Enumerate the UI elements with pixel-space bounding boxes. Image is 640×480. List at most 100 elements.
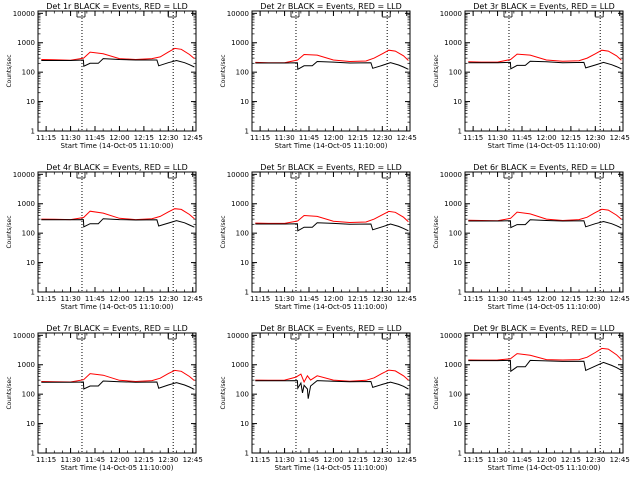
- y-tick-label: 1: [458, 289, 462, 297]
- y-tick-label: 100: [449, 69, 462, 77]
- y-tick-label: 100: [236, 391, 249, 399]
- y-axis-label: Counts/sec: [433, 54, 440, 87]
- y-tick-label: 1: [245, 450, 249, 458]
- x-tick-label: 11:30: [60, 134, 80, 142]
- series-events-line: [41, 218, 195, 228]
- y-axis-label: Counts/sec: [6, 215, 13, 248]
- x-tick-label: 11:30: [274, 456, 294, 464]
- x-tick-label: 12:45: [610, 456, 630, 464]
- series-lld-line: [41, 369, 195, 383]
- x-tick-label: 12:00: [109, 295, 129, 303]
- y-tick-label: 10000: [227, 171, 249, 179]
- x-tick-label: 11:45: [299, 456, 319, 464]
- chart-panel-5: Det 5r BLACK = Events, RED = LLD Counts/s…: [220, 163, 417, 311]
- x-tick-label: 11:45: [85, 134, 105, 142]
- series-lld-line: [468, 208, 622, 222]
- y-tick-label: 1: [458, 450, 462, 458]
- x-tick-label: 11:45: [512, 295, 532, 303]
- y-tick-label: 1: [458, 128, 462, 136]
- chart-title: Det 4r BLACK = Events, RED = LLD: [46, 163, 188, 172]
- y-tick-label: 100: [449, 391, 462, 399]
- x-tick-label: 12:15: [561, 295, 581, 303]
- y-tick-label: 10000: [13, 10, 35, 18]
- x-tick-label: 12:00: [323, 134, 343, 142]
- x-tick-label: 12:30: [158, 456, 178, 464]
- y-axis-label: Counts/sec: [220, 376, 227, 409]
- series-events-line: [468, 219, 622, 229]
- plot-frame: [37, 10, 197, 132]
- series-lld-line: [41, 208, 195, 221]
- x-tick-label: 12:45: [183, 295, 203, 303]
- x-tick-label: 11:45: [299, 134, 319, 142]
- x-tick-label: 11:30: [274, 295, 294, 303]
- chart-title: Det 3r BLACK = Events, RED = LLD: [473, 2, 615, 11]
- chart-title: Det 6r BLACK = Events, RED = LLD: [473, 163, 615, 172]
- chart-title: Det 5r BLACK = Events, RED = LLD: [260, 163, 402, 172]
- y-tick-label: 100: [22, 391, 35, 399]
- x-tick-label: 12:00: [536, 456, 556, 464]
- y-tick-label: 10: [26, 259, 35, 267]
- x-axis-label: Start Time (14-Oct-05 11:10:00): [61, 142, 174, 150]
- y-tick-label: 10: [26, 420, 35, 428]
- chart-panel-8: Det 8r BLACK = Events, RED = LLD Counts/s…: [220, 324, 417, 472]
- x-tick-label: 11:30: [487, 295, 507, 303]
- y-tick-label: 1000: [231, 200, 249, 208]
- series-lld-line: [468, 49, 622, 63]
- x-axis-label: Start Time (14-Oct-05 11:10:00): [275, 303, 388, 311]
- x-axis-label: Start Time (14-Oct-05 11:10:00): [61, 303, 174, 311]
- series-events-line: [41, 380, 195, 390]
- x-tick-label: 12:30: [372, 295, 392, 303]
- x-tick-label: 12:00: [536, 295, 556, 303]
- x-tick-label: 11:15: [36, 295, 56, 303]
- x-tick-label: 12:00: [109, 134, 129, 142]
- y-tick-label: 1000: [444, 200, 462, 208]
- plot-frame: [251, 10, 411, 132]
- y-tick-label: 1: [245, 289, 249, 297]
- chart-panel-1: Det 1r BLACK = Events, RED = LLD Counts/s…: [6, 2, 203, 150]
- series-events-line: [41, 58, 195, 68]
- x-tick-label: 11:45: [85, 456, 105, 464]
- series-events-line: [468, 359, 622, 373]
- x-tick-label: 11:45: [512, 134, 532, 142]
- y-tick-label: 1000: [444, 39, 462, 47]
- y-tick-label: 1000: [444, 361, 462, 369]
- y-tick-label: 10000: [227, 10, 249, 18]
- x-tick-label: 12:30: [585, 295, 605, 303]
- x-tick-label: 12:30: [585, 456, 605, 464]
- y-tick-label: 10000: [13, 332, 35, 340]
- x-tick-label: 12:15: [561, 456, 581, 464]
- x-tick-label: 12:00: [323, 456, 343, 464]
- x-tick-label: 12:15: [134, 456, 154, 464]
- x-tick-label: 12:15: [561, 134, 581, 142]
- x-tick-label: 12:15: [348, 295, 368, 303]
- x-tick-label: 12:15: [348, 134, 368, 142]
- series-lld-line: [255, 210, 409, 224]
- x-tick-label: 11:15: [463, 295, 483, 303]
- y-axis-label: Counts/sec: [433, 215, 440, 248]
- y-tick-label: 1: [245, 128, 249, 136]
- y-tick-label: 10000: [13, 171, 35, 179]
- y-tick-label: 10: [26, 98, 35, 106]
- y-tick-label: 10000: [440, 10, 462, 18]
- x-tick-label: 11:15: [463, 456, 483, 464]
- chart-panel-7: Det 7r BLACK = Events, RED = LLD Counts/s…: [6, 324, 203, 472]
- x-tick-label: 12:30: [585, 134, 605, 142]
- plot-frame: [464, 171, 624, 293]
- plot-frame: [464, 332, 624, 454]
- x-axis-label: Start Time (14-Oct-05 11:10:00): [488, 464, 601, 472]
- y-tick-label: 10: [240, 98, 249, 106]
- chart-panel-3: Det 3r BLACK = Events, RED = LLD Counts/s…: [433, 2, 630, 150]
- y-tick-label: 1000: [17, 200, 35, 208]
- y-axis-label: Counts/sec: [6, 376, 13, 409]
- chart-title: Det 1r BLACK = Events, RED = LLD: [46, 2, 188, 11]
- x-tick-label: 11:15: [36, 134, 56, 142]
- plot-frame: [464, 10, 624, 132]
- x-tick-label: 11:30: [60, 456, 80, 464]
- plot-frame: [37, 171, 197, 293]
- y-tick-label: 10: [453, 420, 462, 428]
- chart-panel-9: Det 9r BLACK = Events, RED = LLD Counts/s…: [433, 324, 630, 472]
- x-tick-label: 11:15: [250, 295, 270, 303]
- x-tick-label: 12:00: [109, 456, 129, 464]
- x-axis-label: Start Time (14-Oct-05 11:10:00): [488, 142, 601, 150]
- y-tick-label: 100: [22, 69, 35, 77]
